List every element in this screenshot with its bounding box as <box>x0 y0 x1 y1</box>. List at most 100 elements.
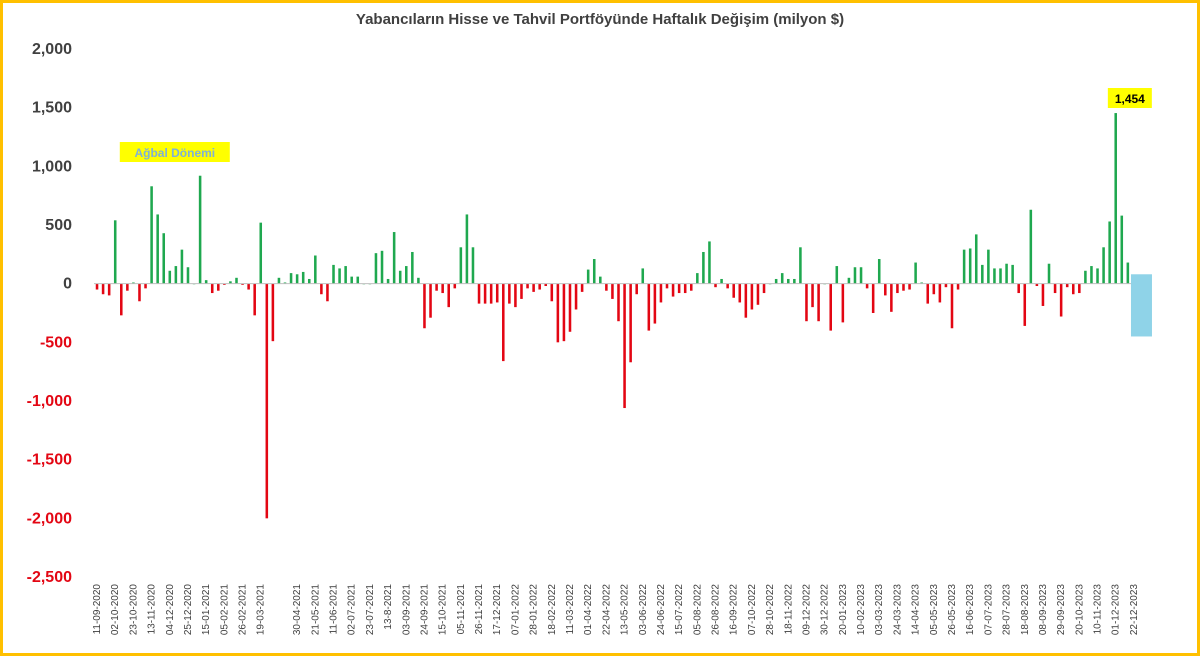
x-tick-label: 14-04-2023 <box>911 584 922 636</box>
x-tick-label: 28-10-2022 <box>765 584 776 636</box>
bar <box>653 283 657 324</box>
bar <box>1041 283 1045 306</box>
bar <box>1120 215 1124 284</box>
bar <box>150 186 153 284</box>
x-tick-label: 24-09-2021 <box>419 584 430 636</box>
bar <box>435 283 438 291</box>
annotations: Ağbal Dönemi 1,454 <box>119 88 1152 337</box>
bar <box>477 283 481 304</box>
x-tick-label: 13-05-2022 <box>620 584 631 636</box>
bar <box>799 247 802 284</box>
bar <box>780 273 784 284</box>
bar <box>896 283 899 294</box>
bar <box>908 283 911 290</box>
x-tick-label: 03-06-2022 <box>638 584 649 636</box>
chart-title: Yabancıların Hisse ve Tahvil Portföyünde… <box>356 11 844 28</box>
bar <box>380 250 384 284</box>
bars <box>94 113 1143 519</box>
bar <box>999 268 1002 284</box>
x-tick-label: 07-07-2023 <box>983 584 994 636</box>
bar <box>520 283 523 299</box>
x-tick-label: 18-08-2023 <box>1020 584 1031 636</box>
bar <box>338 268 341 284</box>
bar <box>635 283 638 295</box>
peak-value-label: 1,454 <box>1115 92 1145 106</box>
x-tick-label: 28-07-2023 <box>1002 584 1013 636</box>
x-tick-label: 09-12-2022 <box>801 584 812 636</box>
x-tick-label: 15-10-2021 <box>438 584 449 636</box>
bar <box>126 283 129 291</box>
x-tick-label: 01-12-2023 <box>1111 584 1122 636</box>
bar <box>186 267 190 284</box>
x-tick-label: 15-07-2022 <box>674 584 685 636</box>
x-tick-label: 26-05-2023 <box>947 584 958 636</box>
y-tick-label: -2,500 <box>27 569 72 586</box>
bar <box>465 214 469 284</box>
bar <box>180 249 184 284</box>
bar <box>1065 283 1069 288</box>
bar <box>489 283 493 304</box>
bar <box>229 281 232 284</box>
x-tick-label: 30-04-2021 <box>292 584 303 636</box>
bar <box>107 283 111 296</box>
bar <box>853 267 857 284</box>
x-tick-label: 25-12-2020 <box>183 584 194 636</box>
x-tick-label: 03-09-2021 <box>401 584 412 636</box>
bar <box>562 283 566 342</box>
bar <box>956 283 960 290</box>
bar <box>817 283 820 322</box>
bar <box>774 278 778 284</box>
x-tick-label: 20-01-2023 <box>838 584 849 636</box>
bar <box>556 283 560 343</box>
x-tick-label: 05-05-2023 <box>929 584 940 636</box>
bar <box>671 283 675 297</box>
x-tick-label: 19-03-2021 <box>256 584 267 636</box>
bar <box>502 283 505 362</box>
x-tick-label: 08-09-2023 <box>1038 584 1049 636</box>
bar <box>926 283 930 304</box>
bar <box>1126 262 1130 284</box>
bar <box>1017 283 1020 294</box>
bar <box>811 283 814 308</box>
x-tick-label: 13-8-2021 <box>383 584 394 630</box>
bar <box>532 283 535 292</box>
y-tick-label: 1,500 <box>32 100 72 117</box>
last-week-highlight-box <box>1130 274 1152 337</box>
bar <box>441 283 444 294</box>
bar <box>265 283 269 519</box>
bar <box>787 278 790 284</box>
x-tick-label: 01-04-2022 <box>583 584 594 636</box>
x-tick-label: 13-11-2020 <box>147 584 158 635</box>
bar <box>835 266 839 284</box>
bar <box>423 283 426 329</box>
bar <box>447 283 450 308</box>
y-tick-label: 0 <box>63 276 72 293</box>
bar <box>223 283 226 285</box>
bar <box>877 259 881 284</box>
bar <box>526 283 529 289</box>
bar <box>271 283 275 342</box>
bar <box>1078 283 1081 294</box>
bar <box>805 283 808 322</box>
x-tick-label: 24-06-2022 <box>656 584 667 636</box>
bar <box>617 283 620 322</box>
x-tick-label: 11-06-2021 <box>329 584 340 635</box>
agbal-period-label-bg <box>119 142 230 162</box>
x-tick-label: 03-03-2023 <box>874 584 885 636</box>
bar <box>592 259 596 284</box>
bar <box>495 283 499 303</box>
x-tick-label: 11-09-2020 <box>92 584 103 635</box>
x-tick-label: 11-03-2022 <box>565 584 576 635</box>
bar <box>320 283 323 295</box>
bar <box>374 253 378 284</box>
bar <box>483 283 487 304</box>
bar <box>859 267 863 284</box>
bar <box>756 283 760 305</box>
x-tick-label: 10-11-2023 <box>1093 584 1104 635</box>
x-tick-label: 26-02-2021 <box>238 584 249 636</box>
bar <box>865 283 869 289</box>
bar <box>301 271 305 284</box>
bar <box>247 283 250 290</box>
